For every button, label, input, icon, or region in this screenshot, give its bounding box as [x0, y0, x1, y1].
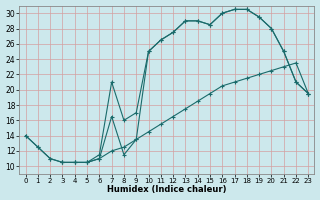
X-axis label: Humidex (Indice chaleur): Humidex (Indice chaleur): [107, 185, 227, 194]
